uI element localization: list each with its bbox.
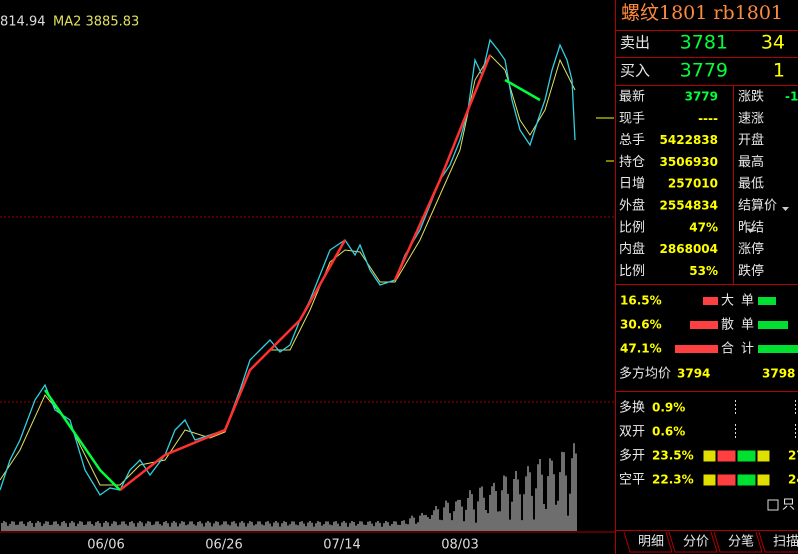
avg-short: 3798 bbox=[762, 367, 795, 381]
stat-label: 最低 bbox=[738, 177, 764, 192]
stat-label: 比例 bbox=[619, 220, 645, 235]
quote-volume: 1 bbox=[773, 60, 785, 82]
flow-pct: 22.3% bbox=[652, 473, 694, 487]
stat-label: 总手 bbox=[619, 133, 645, 148]
stat-label: 结算价 bbox=[738, 199, 777, 214]
avg-label: 多方均价 bbox=[619, 366, 671, 382]
tab[interactable]: 分价 bbox=[683, 535, 709, 550]
flow-box bbox=[756, 449, 771, 463]
trend-down bbox=[504, 78, 541, 102]
order-label: 计 bbox=[741, 342, 754, 357]
flow-box bbox=[716, 449, 737, 463]
flow-box bbox=[736, 473, 757, 487]
stat-label: 外盘 bbox=[619, 198, 645, 214]
stat-label: 比例 bbox=[619, 264, 645, 279]
flow-pct: 23.5% bbox=[652, 449, 694, 463]
stat-value: 3779 bbox=[685, 90, 718, 104]
x-label: 07/14 bbox=[323, 538, 360, 553]
stat-label: 涨跌 bbox=[738, 89, 764, 105]
order-pct: 47.1% bbox=[620, 342, 662, 356]
order-label: 单 bbox=[741, 318, 754, 333]
flow-box bbox=[716, 473, 737, 487]
order-bar-green bbox=[758, 345, 798, 353]
order-bar-red bbox=[675, 345, 718, 353]
tab[interactable]: 扫描 bbox=[773, 535, 798, 550]
stat-label: 开盘 bbox=[738, 132, 764, 148]
trend-up bbox=[393, 54, 492, 281]
ma-label: 814.94 bbox=[0, 15, 46, 30]
flow-box bbox=[702, 473, 717, 487]
order-label: 散 bbox=[721, 318, 734, 333]
avg-long: 3794 bbox=[677, 367, 710, 381]
stat-label: 持仓 bbox=[619, 155, 645, 170]
order-label: 单 bbox=[741, 294, 754, 309]
flow-pct: 0.9% bbox=[652, 401, 685, 415]
stat-value: 5422838 bbox=[660, 133, 718, 147]
checkbox-label: 只 bbox=[782, 498, 795, 513]
flow-label: 多换 bbox=[619, 400, 645, 416]
price-line bbox=[0, 38, 576, 496]
quote-price: 3779 bbox=[680, 60, 728, 82]
order-label: 大 bbox=[721, 294, 734, 309]
tab-shape bbox=[623, 531, 673, 553]
volume bbox=[1, 443, 577, 531]
flow-label: 双开 bbox=[619, 425, 645, 440]
order-bar-red bbox=[703, 297, 718, 305]
ma-label: MA2 3885.83 bbox=[53, 15, 139, 30]
flow-label: 多开 bbox=[619, 448, 645, 464]
flow-box bbox=[702, 449, 717, 463]
x-label: 06/06 bbox=[87, 538, 124, 553]
tab[interactable]: 分笔 bbox=[728, 534, 754, 550]
order-bar-green bbox=[758, 297, 776, 305]
stat-label: 昨结 bbox=[738, 220, 764, 235]
quote-label: 卖出 bbox=[620, 34, 650, 52]
stat-value: ---- bbox=[698, 111, 718, 125]
x-label: 08/03 bbox=[441, 538, 478, 553]
stat-value: -15 bbox=[785, 90, 798, 104]
quote-volume: 34 bbox=[761, 32, 785, 54]
order-bar-green bbox=[758, 321, 788, 329]
order-pct: 30.6% bbox=[620, 318, 662, 332]
ma-line bbox=[0, 54, 576, 486]
stat-value: 53% bbox=[689, 264, 718, 278]
flow-right: 24 bbox=[788, 473, 798, 487]
stat-label: 跌停 bbox=[738, 263, 764, 279]
stat-label: 涨停 bbox=[738, 241, 764, 257]
checkbox[interactable] bbox=[767, 499, 779, 511]
stat-label: 速涨 bbox=[738, 111, 764, 126]
x-label: 06/26 bbox=[205, 538, 242, 553]
order-label: 合 bbox=[721, 342, 734, 357]
tab[interactable]: 明细 bbox=[638, 535, 664, 550]
tab-shape bbox=[713, 531, 763, 553]
dropdown-icon bbox=[747, 207, 789, 233]
flow-box bbox=[736, 449, 757, 463]
stat-label: 最高 bbox=[738, 154, 764, 170]
quote-price: 3781 bbox=[680, 32, 728, 54]
quote-label: 买入 bbox=[620, 62, 650, 80]
tab-shape bbox=[668, 531, 718, 553]
stat-value: 47% bbox=[689, 220, 718, 234]
contract-title: 螺纹1801 rb1801 bbox=[621, 2, 783, 24]
stat-label: 内盘 bbox=[619, 241, 645, 257]
stat-label: 日增 bbox=[619, 177, 645, 192]
stat-value: 2554834 bbox=[660, 199, 718, 213]
stat-value: 2868004 bbox=[660, 242, 718, 256]
stat-value: 257010 bbox=[668, 177, 718, 191]
trend-up bbox=[119, 239, 347, 491]
stat-label: 最新 bbox=[619, 89, 645, 105]
flow-right: 27 bbox=[788, 449, 798, 463]
stat-value: 3506930 bbox=[660, 155, 718, 169]
order-bar-red bbox=[690, 321, 718, 329]
flow-box bbox=[756, 473, 771, 487]
stat-label: 现手 bbox=[619, 111, 645, 126]
flow-label: 空平 bbox=[619, 473, 645, 488]
trend-down bbox=[43, 389, 121, 491]
tab-shape bbox=[758, 531, 798, 553]
flow-pct: 0.6% bbox=[652, 425, 685, 439]
order-pct: 16.5% bbox=[620, 294, 662, 308]
